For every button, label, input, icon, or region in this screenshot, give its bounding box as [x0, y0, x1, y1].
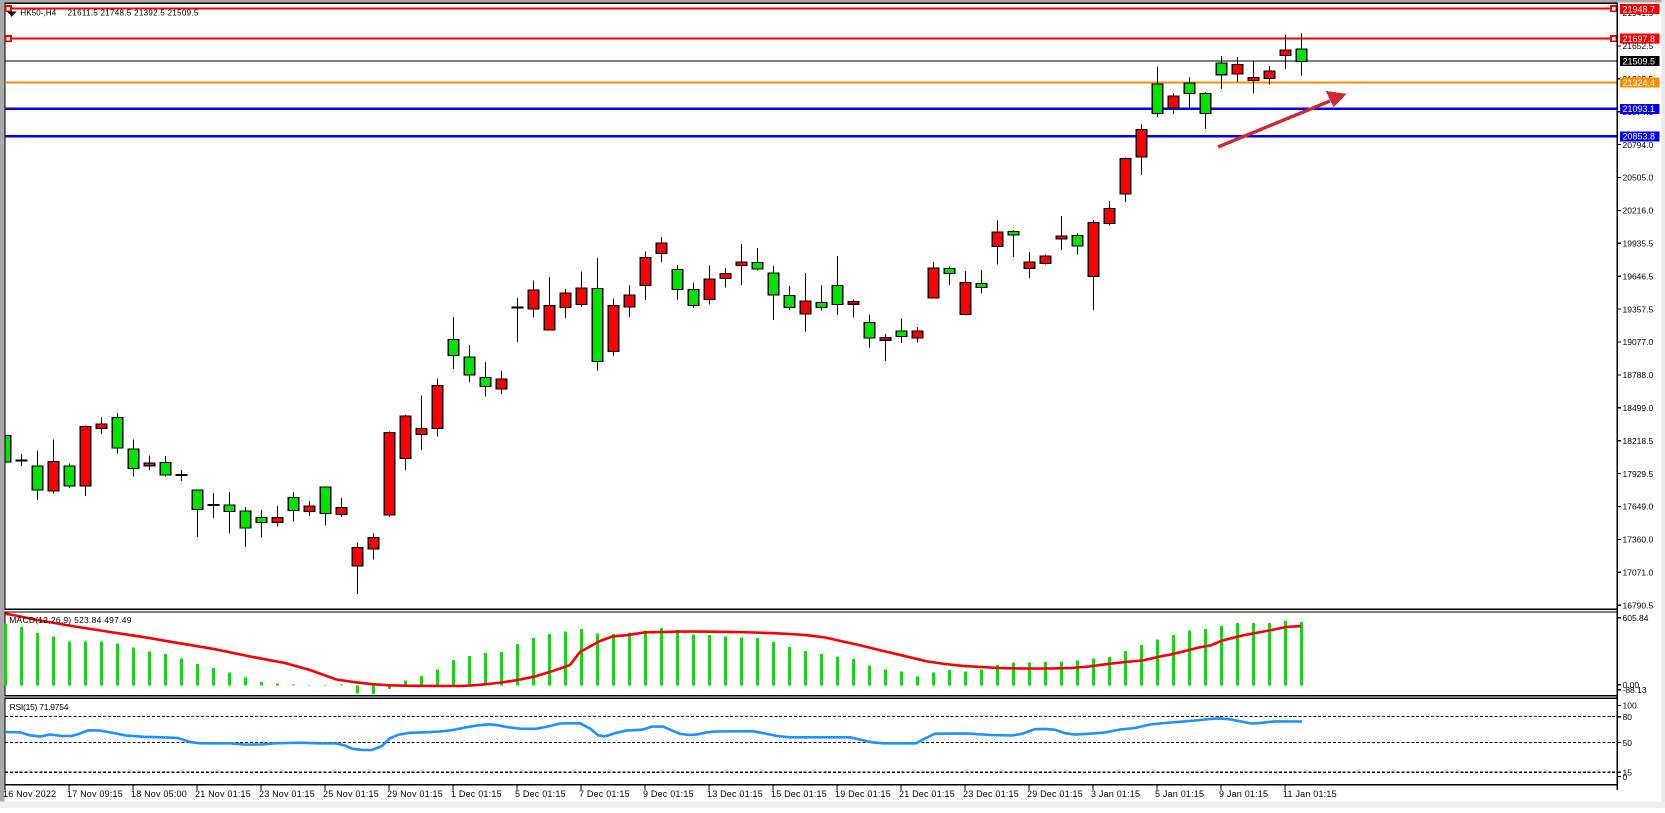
svg-text:17071.0: 17071.0	[1623, 568, 1654, 578]
svg-text:100: 100	[1623, 701, 1637, 711]
svg-text:1 Dec 01:15: 1 Dec 01:15	[451, 789, 502, 799]
svg-text:-88.13: -88.13	[1623, 685, 1647, 695]
svg-text:21697.8: 21697.8	[1623, 34, 1656, 44]
svg-text:23 Nov 01:15: 23 Nov 01:15	[259, 789, 315, 799]
svg-text:80: 80	[1623, 712, 1633, 722]
svg-text:18 Nov 05:00: 18 Nov 05:00	[131, 789, 187, 799]
svg-text:17 Nov 09:15: 17 Nov 09:15	[67, 789, 123, 799]
svg-text:20853.8: 20853.8	[1623, 132, 1656, 142]
svg-text:16790.5: 16790.5	[1623, 600, 1654, 610]
svg-text:21324.4: 21324.4	[1623, 78, 1656, 88]
svg-text:17929.5: 17929.5	[1623, 469, 1654, 479]
svg-text:16 Nov 2022: 16 Nov 2022	[3, 789, 56, 799]
svg-text:9 Jan 01:15: 9 Jan 01:15	[1219, 789, 1268, 799]
svg-text:7 Dec 01:15: 7 Dec 01:15	[579, 789, 630, 799]
svg-text:20216.0: 20216.0	[1623, 206, 1654, 216]
svg-text:11 Jan 01:15: 11 Jan 01:15	[1283, 789, 1337, 799]
svg-text:0: 0	[1623, 772, 1628, 782]
svg-text:19077.0: 19077.0	[1623, 337, 1654, 347]
svg-text:17649.0: 17649.0	[1623, 502, 1654, 512]
svg-text:21948.7: 21948.7	[1623, 4, 1656, 14]
svg-text:13 Dec 01:15: 13 Dec 01:15	[707, 789, 763, 799]
svg-text:MACD(12,26,9) 523.84 497.49: MACD(12,26,9) 523.84 497.49	[9, 615, 132, 625]
svg-text:25 Nov 01:15: 25 Nov 01:15	[323, 789, 379, 799]
svg-text:21509.5: 21509.5	[1623, 56, 1656, 66]
svg-text:3 Jan 01:15: 3 Jan 01:15	[1091, 789, 1140, 799]
svg-text:21093.1: 21093.1	[1623, 104, 1656, 114]
svg-text:29 Dec 01:15: 29 Dec 01:15	[1027, 789, 1083, 799]
svg-text:5 Dec 01:15: 5 Dec 01:15	[515, 789, 566, 799]
svg-text:RSI(15) 71.9754: RSI(15) 71.9754	[10, 702, 69, 712]
svg-text:29 Nov 01:15: 29 Nov 01:15	[387, 789, 443, 799]
svg-text:18499.0: 18499.0	[1623, 403, 1654, 413]
svg-text:21 Nov 01:15: 21 Nov 01:15	[195, 789, 251, 799]
svg-text:21611.5 21748.5 21392.5 21509.: 21611.5 21748.5 21392.5 21509.5	[68, 9, 199, 18]
svg-text:19646.5: 19646.5	[1623, 271, 1654, 281]
svg-text:19935.5: 19935.5	[1623, 239, 1654, 249]
svg-text:20505.0: 20505.0	[1623, 173, 1654, 183]
svg-text:17360.0: 17360.0	[1623, 535, 1654, 545]
svg-text:15 Dec 01:15: 15 Dec 01:15	[771, 789, 827, 799]
svg-text:23 Dec 01:15: 23 Dec 01:15	[963, 789, 1019, 799]
svg-text:50: 50	[1623, 738, 1633, 748]
svg-text:18788.0: 18788.0	[1623, 370, 1654, 380]
svg-text:21 Dec 01:15: 21 Dec 01:15	[899, 789, 955, 799]
svg-text:18218.5: 18218.5	[1623, 436, 1654, 446]
svg-text:605.84: 605.84	[1623, 613, 1649, 623]
svg-text:19357.5: 19357.5	[1623, 304, 1654, 314]
svg-text:19 Dec 01:15: 19 Dec 01:15	[835, 789, 891, 799]
svg-text:9 Dec 01:15: 9 Dec 01:15	[643, 789, 694, 799]
svg-text:HK50-,H4: HK50-,H4	[20, 9, 56, 18]
svg-text:5 Jan 01:15: 5 Jan 01:15	[1155, 789, 1204, 799]
